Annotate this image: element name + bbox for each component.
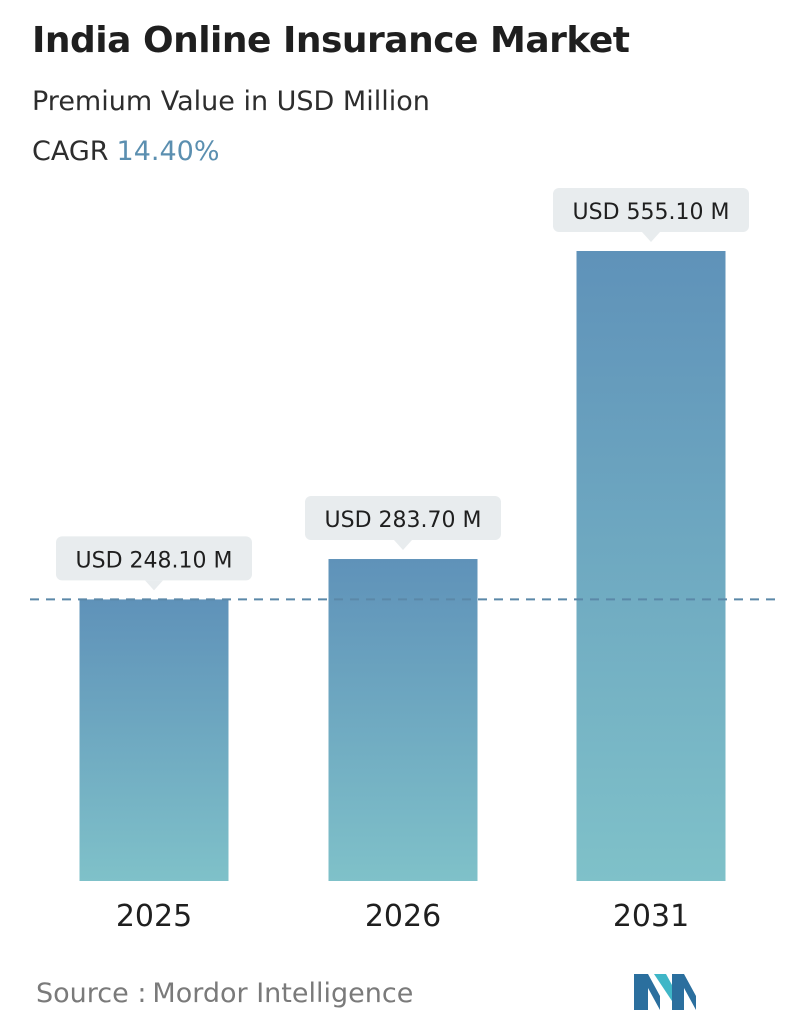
x-tick-label: 2025 — [116, 899, 192, 934]
mordor-intelligence-logo-icon — [634, 974, 696, 1010]
bar-2025 — [79, 599, 229, 881]
data-label: USD 555.10 M — [573, 200, 730, 225]
data-label-callout: USD 283.70 M — [305, 496, 501, 551]
bars-layer — [79, 251, 726, 881]
data-label-callout: USD 248.10 M — [56, 536, 252, 591]
source-line: Source : Mordor Intelligence — [36, 978, 413, 1009]
x-tick-label: 2026 — [365, 899, 441, 934]
data-label-pointer — [642, 232, 660, 242]
data-label-box — [56, 536, 252, 581]
source-label: Source : — [36, 978, 147, 1009]
bar-2026 — [328, 559, 478, 881]
data-label-callout: USD 555.10 M — [553, 188, 749, 242]
data-label-box — [305, 496, 501, 541]
bar-chart: USD 248.10 M 2025 USD 283.70 M 2026 USD 555.… — [30, 188, 780, 934]
chart-subtitle: Premium Value in USD Million — [32, 86, 430, 117]
cagr-label: CAGR — [32, 136, 109, 167]
data-label-box — [553, 188, 749, 232]
cagr-value: 14.40% — [116, 136, 220, 167]
cagr-line: CAGR 14.40% — [32, 136, 219, 167]
labels-layer: USD 248.10 M 2025 USD 283.70 M 2026 USD 555.… — [56, 188, 749, 934]
data-label-pointer — [394, 540, 412, 551]
x-tick-label: 2031 — [613, 899, 689, 934]
bar-2031 — [576, 251, 726, 881]
chart-title: India Online Insurance Market — [32, 20, 630, 61]
data-label-pointer — [145, 580, 163, 591]
data-label: USD 283.70 M — [325, 508, 482, 533]
data-label: USD 248.10 M — [76, 548, 233, 573]
source-name: Mordor Intelligence — [152, 978, 414, 1009]
